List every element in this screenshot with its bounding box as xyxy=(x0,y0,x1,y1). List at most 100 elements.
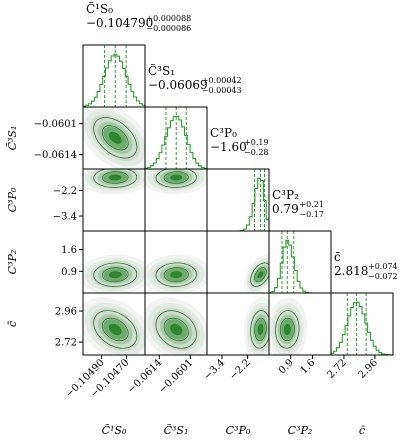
density-level-5 xyxy=(108,131,122,144)
x-tick-label-C3P0-1: −2.2 xyxy=(228,357,253,382)
contour-panel-C1S0-C3S1 xyxy=(82,106,146,170)
contour-line-0 xyxy=(93,262,138,287)
density-level-5 xyxy=(108,271,122,279)
y-tick-label-C3P2-1: 1.6 xyxy=(61,245,77,256)
title-err-plus-C3P2: +0.21 xyxy=(299,200,324,209)
contour-line-1 xyxy=(101,171,129,184)
y-tick-label-cbar-1: 2.96 xyxy=(55,307,77,318)
title-err-minus-C3P0: −0.28 xyxy=(244,148,269,157)
histogram-C3P2 xyxy=(268,239,331,294)
y-tick-label-C3P2-0: 0.9 xyxy=(61,267,77,278)
title-label-C3P0: C³P₀ xyxy=(210,126,237,140)
contour-line-0 xyxy=(275,310,300,349)
contour-line-0 xyxy=(93,310,138,349)
y-tick-label-C3P0-1: −2.2 xyxy=(53,186,77,197)
contour-panel-C3S1-C3P2 xyxy=(144,230,208,294)
hist-panel-cbar: c̄2.818 +0.074−0.072 xyxy=(330,250,398,356)
x-axis-C3P2: 0.9 1.6 C³P₂ xyxy=(277,355,318,437)
x-tick-label-C3P2-1: 1.6 xyxy=(298,357,317,376)
title-err-plus-C3P0: +0.19 xyxy=(244,138,269,147)
x-axis-cbar: 2.72 2.96 c̄ xyxy=(326,355,381,437)
contour-line-1 xyxy=(163,317,189,342)
contour-line-1 xyxy=(163,267,189,283)
x-tick-label-cbar-0: 2.72 xyxy=(326,357,350,381)
title-err-minus-C1S0: −0.000086 xyxy=(146,24,191,33)
y-axis-cbar: 2.72 2.96 c̄ xyxy=(6,307,83,349)
y-axis-C3P0: −3.4 −2.2 C³P₀ xyxy=(6,186,83,223)
contour-panel-C3P0-C3P2 xyxy=(206,230,270,294)
title-label-C3S1: C̃³S₁ xyxy=(148,63,175,78)
y-tick-label-cbar-0: 2.72 xyxy=(55,338,77,349)
contour-panel-C1S0-cbar xyxy=(82,292,146,356)
title-value-C1S0: −0.104790 xyxy=(86,16,153,30)
hist-panel-C3P0: C³P₀−1.60+0.19−0.28 xyxy=(206,126,270,232)
contour-panel-C1S0-C3P2 xyxy=(82,230,146,294)
y-axis-label-C3P2: C³P₂ xyxy=(6,250,19,275)
title-err-minus-C3P2: −0.17 xyxy=(299,210,324,219)
density-level-5 xyxy=(170,271,183,279)
histogram-C3S1 xyxy=(144,115,208,169)
contour-panel-C3S1-C3P0 xyxy=(144,168,208,232)
y-tick-label-C3S1-1: −0.0601 xyxy=(34,119,77,130)
y-tick-label-C3P0-0: −3.4 xyxy=(53,212,77,223)
histogram-C3P0 xyxy=(207,177,270,232)
x-tick-label-C3S1-1: −0.0601 xyxy=(157,357,195,395)
y-tick-label-C3S1-0: −0.0614 xyxy=(34,150,77,161)
x-axis-label-C1S0: C̃¹S₀ xyxy=(102,424,127,437)
contour-panel-C3P0-cbar xyxy=(206,292,270,356)
x-axis-label-C3P0: C³P₀ xyxy=(226,424,251,437)
y-axis-label-C3S1: C̃³S₁ xyxy=(6,126,19,151)
y-axis-C3S1: −0.0614 −0.0601 C̃³S₁ xyxy=(6,119,83,161)
contour-line-0 xyxy=(93,117,138,159)
x-tick-label-C3P0-0: −3.4 xyxy=(202,357,227,382)
title-err-plus-C3S1: +0.00042 xyxy=(202,76,242,85)
y-axis-C3P2: 0.9 1.6 C³P₂ xyxy=(6,245,83,278)
density-level-5 xyxy=(283,323,291,336)
contour-line-1 xyxy=(254,317,267,342)
title-label-cbar: c̄ xyxy=(334,250,341,264)
contour-line-0 xyxy=(155,169,197,188)
title-label-C1S0: C̃¹S₀ xyxy=(86,1,113,16)
title-value-cbar: 2.818 xyxy=(334,264,368,278)
contour-line-0 xyxy=(250,310,269,349)
title-err-minus-cbar: −0.072 xyxy=(368,272,398,281)
contour-panel-C1S0-C3P0 xyxy=(82,168,146,232)
title-err-minus-C3S1: −0.00043 xyxy=(202,86,242,95)
contour-panel-C3P2-cbar xyxy=(268,292,332,356)
contour-line-0 xyxy=(155,310,197,349)
density-level-5 xyxy=(257,323,264,336)
density-level-5 xyxy=(108,174,122,181)
title-value-C3P0: −1.60 xyxy=(210,140,247,154)
title-label-C3P2: C³P₂ xyxy=(272,188,299,202)
x-tick-label-cbar-1: 2.96 xyxy=(357,357,381,381)
histogram-cbar xyxy=(330,301,394,356)
density-level-5 xyxy=(108,323,122,336)
contour-line-1 xyxy=(101,125,129,151)
contour-line-1 xyxy=(101,267,129,283)
contour-line-0 xyxy=(93,169,138,188)
contour-line-1 xyxy=(254,267,267,283)
title-err-plus-cbar: +0.074 xyxy=(368,262,398,271)
title-err-plus-C1S0: +0.000088 xyxy=(146,14,191,23)
title-value-C3P2: 0.79 xyxy=(272,202,299,216)
histogram-C1S0 xyxy=(82,53,146,107)
x-axis-C3P0: −3.4 −2.2 C³P₀ xyxy=(202,355,253,437)
density-level-5 xyxy=(257,271,264,279)
y-axis-label-cbar: c̄ xyxy=(6,320,19,327)
x-axis-label-C3P2: C³P₂ xyxy=(288,424,313,437)
contour-line-0 xyxy=(250,262,269,287)
y-axis-label-C3P0: C³P₀ xyxy=(6,187,19,212)
panel-frame-cbar xyxy=(330,292,394,356)
title-value-C3S1: −0.06069 xyxy=(148,78,208,92)
contour-line-1 xyxy=(279,317,295,342)
density-level-5 xyxy=(170,174,183,181)
x-axis-label-cbar: c̄ xyxy=(359,424,366,437)
contour-line-0 xyxy=(155,262,197,287)
panel-frame xyxy=(268,292,332,356)
x-tick-label-C3P2-0: 0.9 xyxy=(277,357,296,376)
contour-line-1 xyxy=(101,317,129,342)
